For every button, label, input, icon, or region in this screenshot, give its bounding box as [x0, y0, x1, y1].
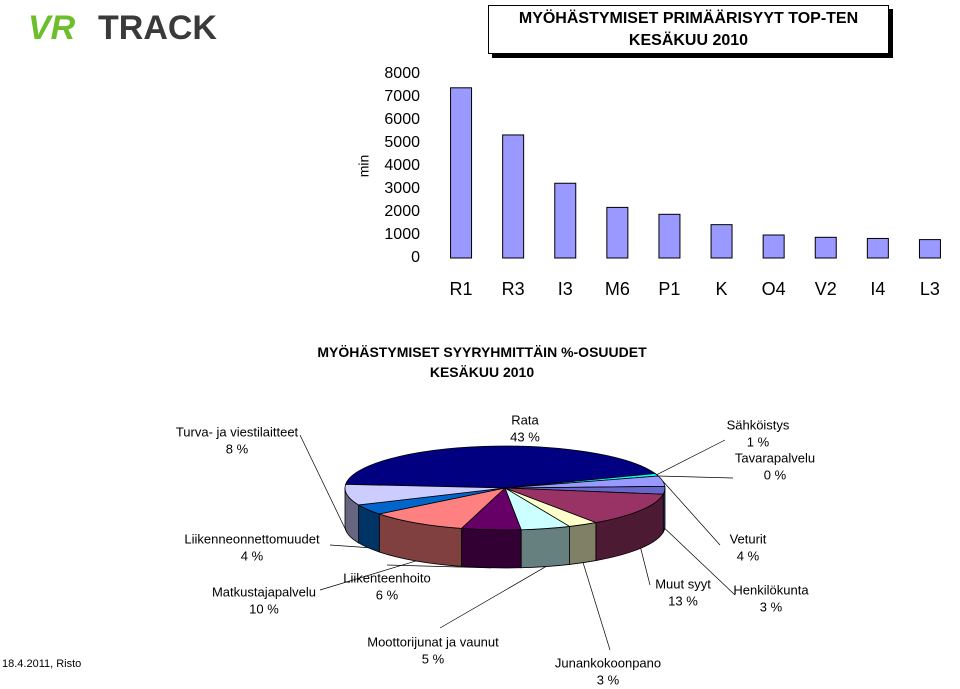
leader-line — [299, 434, 348, 534]
bar — [866, 237, 889, 259]
y-tick-label: 3000 — [384, 180, 420, 197]
slice-value-label: 13 % — [668, 593, 698, 608]
leader-line — [640, 548, 651, 586]
pie-slice — [377, 487, 507, 529]
slice-value-label: 0 % — [764, 467, 787, 482]
bar — [658, 213, 681, 259]
bar — [918, 239, 941, 259]
bar — [814, 236, 837, 259]
bar — [450, 87, 473, 259]
slice-label: Liikenneonnettomuudet — [184, 531, 320, 546]
x-tick-label: R1 — [450, 279, 473, 299]
slice-label: Moottorijunat ja vaunut — [367, 634, 499, 649]
slice-label: Henkilökunta — [733, 582, 809, 597]
slice-value-label: 4 % — [241, 548, 264, 563]
x-tick-label: L3 — [920, 279, 940, 299]
y-tick-label: 8000 — [384, 65, 420, 82]
y-tick-label: 0 — [411, 249, 420, 266]
slice-label: Liikenteenhoito — [343, 570, 430, 585]
bar — [710, 224, 733, 259]
slice-value-label: 5 % — [422, 651, 445, 666]
x-tick-label: O4 — [762, 279, 786, 299]
slice-value-label: 10 % — [249, 601, 279, 616]
x-tick-label: R3 — [502, 279, 525, 299]
pie-slice — [504, 487, 664, 523]
x-tick-label: M6 — [605, 279, 630, 299]
x-tick-label: P1 — [658, 279, 680, 299]
slice-value-label: 3 % — [597, 672, 620, 687]
y-tick-label: 6000 — [384, 111, 420, 128]
pie-slice-side — [520, 525, 570, 569]
leader-line — [439, 566, 547, 629]
slice-value-label: 8 % — [226, 441, 249, 456]
pie-slice — [344, 483, 506, 506]
logo-vr: VR — [28, 9, 76, 47]
y-axis-label: min — [356, 155, 372, 178]
y-tick-label: 4000 — [384, 157, 420, 174]
leader-line — [662, 480, 721, 546]
slice-label: Sähköistys — [727, 417, 790, 432]
slice-label: Veturit — [730, 531, 767, 546]
slice-label: Tavarapalvelu — [735, 450, 815, 465]
slice-value-label: 3 % — [760, 599, 783, 614]
leader-line — [319, 560, 417, 591]
leader-line — [329, 544, 368, 548]
pie-slice-side — [569, 522, 597, 565]
y-tick-label: 7000 — [384, 88, 420, 105]
slice-value-label: 43 % — [510, 429, 540, 444]
y-tick-label: 1000 — [384, 226, 420, 243]
x-tick-label: V2 — [815, 279, 837, 299]
pie-slice-side — [461, 527, 522, 569]
y-tick-label: 5000 — [384, 134, 420, 151]
leader-line — [386, 564, 492, 569]
leader-line — [658, 475, 734, 479]
x-tick-label: I4 — [870, 279, 885, 299]
bar-title: MYÖHÄSTYMISET PRIMÄÄRISYYT TOP-TEN KESÄK… — [488, 5, 889, 54]
bar — [554, 182, 577, 259]
slice-label: Muut syyt — [655, 576, 711, 591]
pie-slice — [345, 445, 657, 489]
logo-track: TRACK — [98, 9, 217, 47]
slice-label: Turva- ja viestilaitteet — [176, 424, 299, 439]
slice-value-label: 6 % — [376, 587, 399, 602]
slice-label: Junankokoonpano — [555, 655, 661, 670]
bar — [502, 134, 525, 259]
slice-label: Rata — [511, 412, 539, 427]
slice-label: Matkustajapalvelu — [212, 584, 316, 599]
slice-value-label: 4 % — [737, 548, 760, 563]
leader-line — [664, 528, 736, 596]
footer: 18.4.2011, Risto — [2, 658, 81, 670]
leader-line — [582, 562, 611, 651]
leader-line — [656, 439, 726, 476]
bar — [606, 206, 629, 259]
pie-title: MYÖHÄSTYMISET SYYRYHMITTÄIN %-OSUUDET KE… — [317, 344, 647, 380]
slice-value-label: 1 % — [747, 434, 770, 449]
bar — [762, 234, 785, 259]
x-tick-label: I3 — [558, 279, 573, 299]
x-tick-label: K — [716, 279, 728, 299]
y-tick-label: 2000 — [384, 203, 420, 220]
